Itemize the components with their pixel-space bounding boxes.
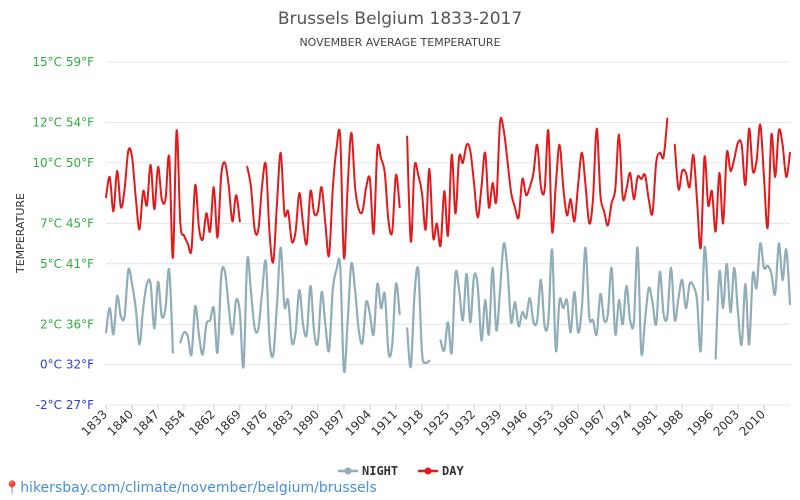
y-tick-label: 2°C 36°F [40, 317, 94, 331]
x-tick-label: 1854 [157, 407, 188, 438]
y-tick-label: 0°C 32°F [40, 358, 94, 372]
legend-label-night: NIGHT [362, 464, 398, 478]
x-tick-label: 1883 [264, 407, 295, 438]
x-tick-label: 1876 [238, 407, 269, 438]
series-line-day-segment-0 [105, 129, 241, 259]
legend-marker-night [344, 467, 352, 475]
y-tick-label: 10°C 50°F [32, 156, 94, 170]
series-line-night-segment-0 [104, 267, 175, 354]
x-tick-label: 1911 [369, 407, 400, 438]
x-axis-ticks: 1833184018471854186218691876188318901897… [79, 405, 768, 439]
x-tick-label: 1847 [131, 407, 162, 438]
x-tick-label: 1946 [499, 407, 530, 438]
series-line-day-segment-3 [673, 123, 791, 250]
series-line-day-segment-2 [406, 116, 669, 248]
legend-item-night[interactable]: NIGHT [338, 464, 398, 478]
chart-title: Brussels Belgium 1833-2017 [278, 9, 522, 29]
x-tick-label: 1960 [551, 407, 582, 438]
y-tick-label: 12°C 54°F [32, 116, 94, 130]
x-tick-label: 1862 [186, 407, 217, 438]
y-tick-label: 5°C 41°F [40, 257, 94, 271]
series-lines [104, 116, 792, 374]
x-tick-label: 1996 [685, 407, 716, 438]
legend-label-day: DAY [442, 464, 464, 478]
x-tick-label: 1904 [343, 407, 374, 438]
x-tick-label: 1988 [655, 407, 686, 438]
series-line-day-segment-1 [246, 128, 401, 264]
x-tick-label: 1932 [447, 407, 478, 438]
series-line-night-segment-4 [714, 242, 792, 360]
y-tick-label: -2°C 27°F [36, 398, 94, 412]
legend: NIGHT DAY [338, 464, 464, 478]
x-tick-label: 1925 [421, 407, 452, 438]
x-tick-label: 2010 [737, 407, 768, 438]
chart-subtitle: NOVEMBER AVERAGE TEMPERATURE [299, 36, 500, 49]
source-link-text: hikersbay.com/climate/november/belgium/b… [20, 480, 377, 496]
x-tick-label: 1840 [105, 407, 136, 438]
y-axis-label: TEMPERATURE [14, 193, 27, 274]
series-line-night-segment-3 [439, 242, 710, 357]
series-line-night-segment-1 [179, 246, 401, 374]
y-tick-label: 7°C 45°F [40, 216, 94, 230]
x-tick-label: 1981 [629, 407, 660, 438]
x-tick-label: 1890 [291, 407, 322, 438]
y-axis-ticks: 15°C 59°F 12°C 54°F 10°C 50°F 7°C 45°F 5°C 4… [32, 55, 94, 412]
y-tick-label: 15°C 59°F [32, 55, 94, 69]
x-tick-label: 1918 [395, 407, 426, 438]
x-tick-label: 1939 [473, 407, 504, 438]
x-tick-label: 2003 [711, 407, 742, 438]
x-tick-label: 1967 [577, 407, 608, 438]
x-tick-label: 1953 [525, 407, 556, 438]
x-tick-label: 1974 [603, 407, 634, 438]
series-line-night-segment-2 [406, 266, 431, 369]
x-tick-label: 1869 [212, 407, 243, 438]
map-pin-icon: 📍 [4, 481, 21, 496]
legend-item-day[interactable]: DAY [418, 464, 464, 478]
legend-marker-day [424, 467, 432, 475]
x-tick-label: 1897 [317, 407, 348, 438]
source-link[interactable]: 📍hikersbay.com/climate/november/belgium/… [4, 480, 377, 496]
